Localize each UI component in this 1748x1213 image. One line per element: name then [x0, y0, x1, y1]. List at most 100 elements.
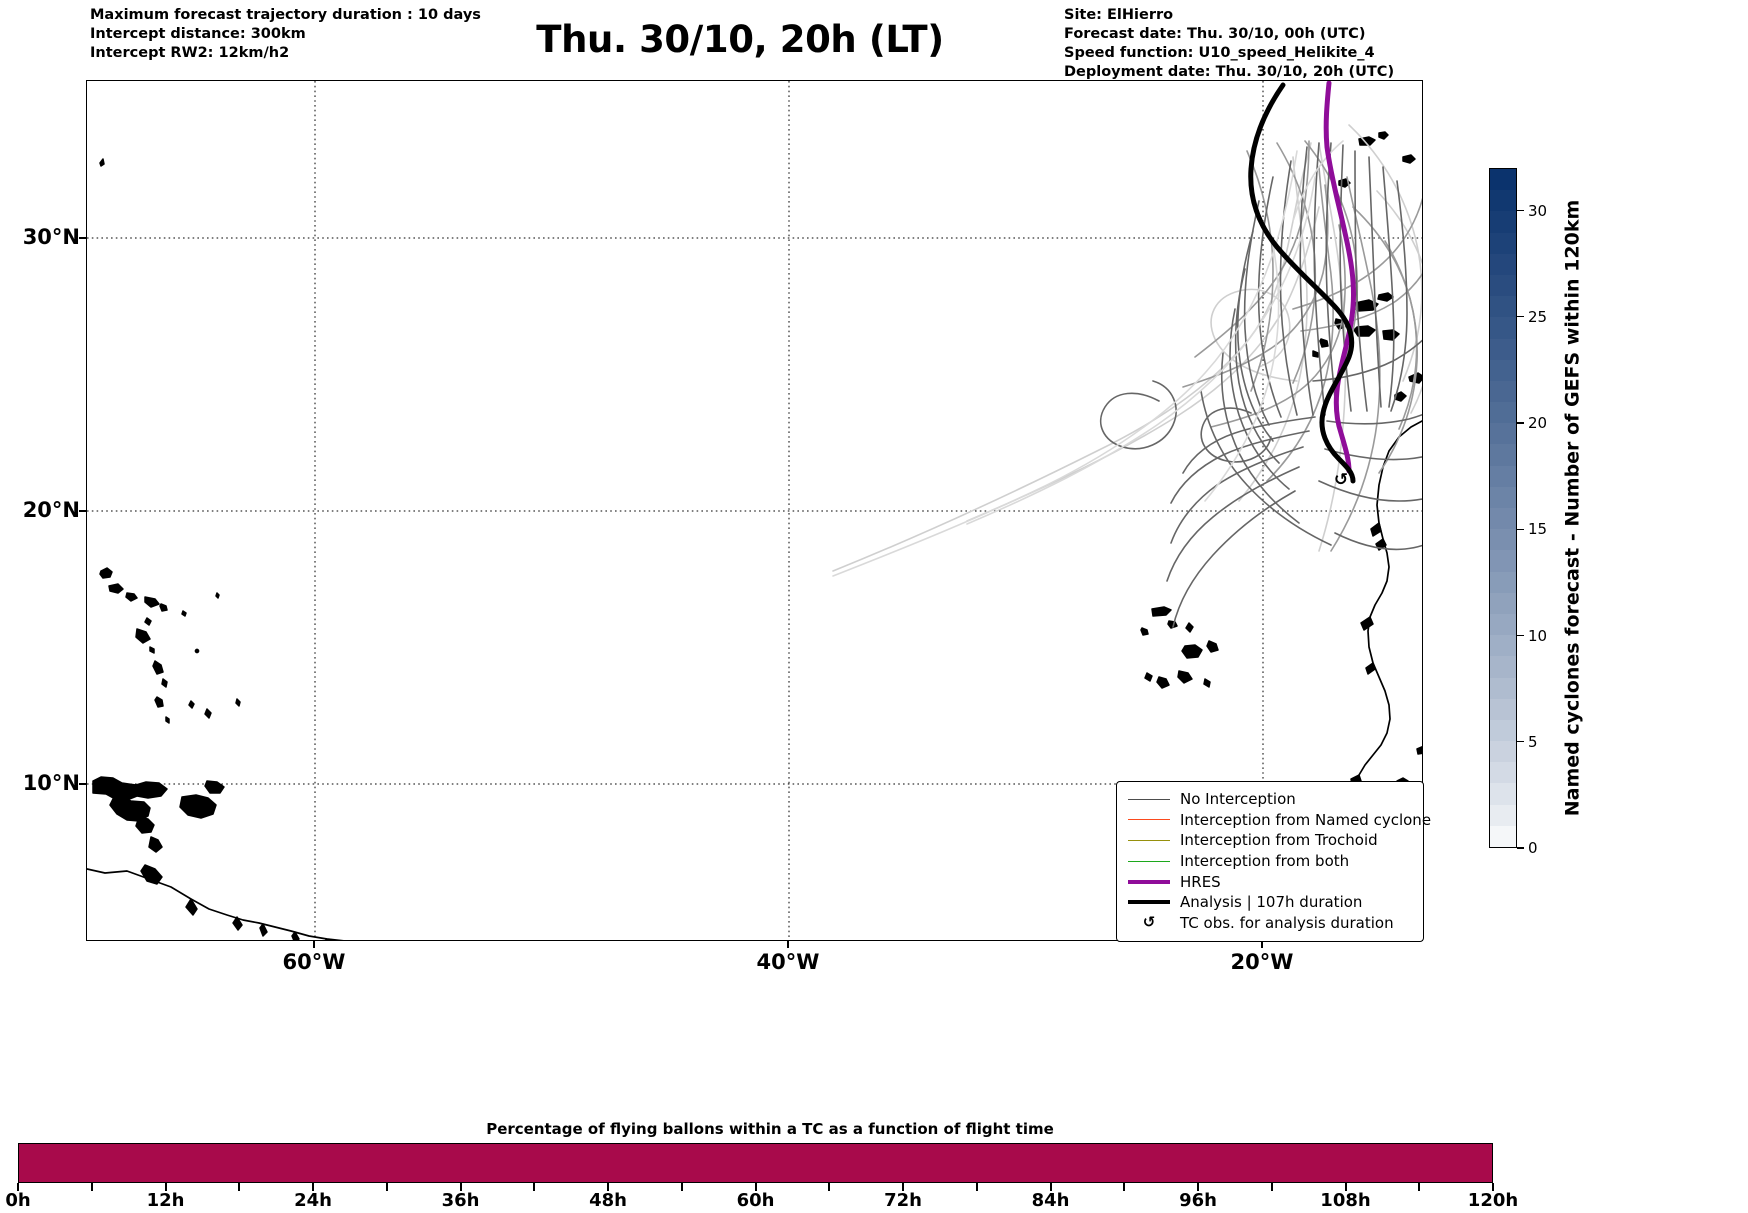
legend-label: HRES: [1180, 872, 1221, 891]
y-tick-mark: [79, 783, 86, 785]
flight-time-tick-label: 108h: [1320, 1190, 1371, 1211]
x-tick-mark: [787, 941, 789, 948]
x-tick-mark: [313, 941, 315, 948]
flight-time-tick: [90, 1183, 93, 1191]
hres-trajectory: [1323, 81, 1356, 474]
colorbar-step: [1490, 698, 1516, 720]
colorbar-step: [1490, 169, 1516, 191]
flight-time-tick-label: 84h: [1031, 1190, 1070, 1211]
colorbar-tick: [1517, 634, 1524, 637]
colorbar-step: [1490, 677, 1516, 699]
colorbar-tick-label: 0: [1528, 839, 1538, 857]
colorbar-step: [1490, 402, 1516, 424]
y-tick-label-30N: 30°N: [22, 225, 80, 249]
colorbar-tick-label: 25: [1528, 307, 1548, 326]
colorbar-tick: [1517, 209, 1524, 212]
colorbar-step: [1490, 719, 1516, 742]
colorbar-step: [1490, 444, 1516, 466]
colorbar-tick: [1517, 528, 1524, 530]
flight-time-tick: [385, 1183, 388, 1191]
flight-time-tick: [754, 1183, 757, 1191]
x-tick-label-40W: 40°W: [756, 950, 820, 974]
map-legend: No Interception Interception from Named …: [1116, 781, 1431, 943]
legend-swatch-no-interception: [1126, 798, 1172, 800]
flight-time-tick-label: 60h: [736, 1190, 775, 1211]
colorbar-step: [1490, 380, 1516, 403]
colorbar-step: [1490, 423, 1516, 445]
header-left-line-2: Intercept distance: 300km: [90, 25, 306, 42]
colorbar-step: [1490, 486, 1516, 508]
speed-function-label: Speed function: U10_speed_Helikite_4: [1064, 44, 1375, 61]
legend-label: TC obs. for analysis duration: [1180, 913, 1394, 932]
x-tick-label-60W: 60°W: [282, 950, 346, 974]
colorbar-step: [1490, 253, 1516, 275]
colorbar: 0 5 10 15 20 25 30: [1489, 168, 1547, 857]
deployment-date-label: Deployment date: Thu. 30/10, 20h (UTC): [1064, 63, 1395, 80]
flight-time-tick: [1123, 1183, 1126, 1191]
legend-item-hres[interactable]: HRES: [1126, 871, 1414, 892]
colorbar-tick: [1517, 316, 1524, 318]
colorbar-step: [1490, 592, 1516, 614]
flight-time-tick: [902, 1183, 904, 1191]
y-tick-mark: [79, 237, 86, 239]
legend-label: Interception from Named cyclone: [1180, 810, 1432, 829]
colorbar-step: [1490, 465, 1516, 487]
flight-time-tick: [607, 1183, 609, 1191]
colorbar-step: [1490, 211, 1516, 233]
colorbar-step: [1490, 825, 1516, 847]
legend-item-tc-obs[interactable]: ↺ TC obs. for analysis duration: [1126, 913, 1414, 934]
legend-item-named-cyclone[interactable]: Interception from Named cyclone: [1126, 810, 1431, 831]
bottom-bar-title: Percentage of flying ballons within a TC…: [486, 1120, 1054, 1138]
colorbar-title: Named cyclones forecast - Number of GEFS…: [1561, 199, 1584, 817]
flight-time-tick: [1197, 1183, 1199, 1191]
colorbar-step: [1490, 613, 1516, 636]
page-title: Thu. 30/10, 20h (LT): [536, 18, 944, 61]
colorbar-step: [1490, 232, 1516, 254]
flight-time-tick-label: 36h: [441, 1190, 480, 1211]
legend-swatch-trochoid: [1126, 839, 1172, 841]
svg-text:↺: ↺: [1334, 470, 1348, 490]
colorbar-step: [1490, 359, 1516, 381]
colorbar-step: [1490, 317, 1516, 339]
legend-swatch-both: [1126, 860, 1172, 862]
y-tick-label-20N: 20°N: [22, 498, 80, 522]
colorbar-step: [1490, 762, 1516, 784]
flight-time-tick: [1418, 1183, 1421, 1191]
x-tick-label-20W: 20°W: [1230, 950, 1294, 974]
flight-time-tick: [1270, 1183, 1273, 1191]
flight-time-tick: [459, 1183, 462, 1191]
legend-label: Analysis | 107h duration: [1180, 893, 1363, 912]
flight-time-tick: [312, 1183, 314, 1191]
flight-time-tick: [680, 1183, 683, 1191]
flight-time-tick-label: 24h: [294, 1190, 332, 1211]
colorbar-tick-label: 30: [1528, 201, 1548, 220]
colorbar-step: [1490, 656, 1516, 678]
y-tick-label-10N: 10°N: [22, 771, 80, 795]
flight-time-tick-label: 72h: [884, 1190, 922, 1211]
flight-time-tick: [164, 1183, 167, 1191]
colorbar-step: [1490, 571, 1516, 593]
legend-label: No Interception: [1180, 790, 1296, 809]
colorbar-step: [1490, 804, 1516, 826]
y-tick-mark: [79, 510, 86, 512]
x-tick-mark: [1261, 941, 1263, 948]
cyclone-icon: ↺: [1126, 915, 1172, 930]
flight-time-tick-label: 12h: [146, 1190, 185, 1211]
flight-time-tick: [1492, 1183, 1494, 1191]
legend-item-both[interactable]: Interception from both: [1126, 851, 1414, 872]
cyclone-glyph: ↺: [1142, 913, 1156, 932]
flight-time-tick: [533, 1183, 536, 1191]
ensemble-trajectories: [832, 124, 1422, 628]
colorbar-tick: [1517, 422, 1524, 424]
colorbar-gradient: [1489, 168, 1517, 848]
flight-time-tick: [828, 1183, 831, 1191]
legend-item-trochoid[interactable]: Interception from Trochoid: [1126, 830, 1414, 851]
flight-time-bar-fill: [19, 1144, 1492, 1182]
legend-item-no-interception[interactable]: No Interception: [1126, 789, 1414, 810]
legend-item-analysis[interactable]: Analysis | 107h duration: [1126, 892, 1414, 913]
legend-swatch-hres: [1126, 879, 1172, 884]
flight-time-tick: [238, 1183, 241, 1191]
colorbar-title-wrap: Named cyclones forecast - Number of GEFS…: [1560, 168, 1584, 848]
flight-time-tick-label: 120h: [1467, 1190, 1519, 1211]
forecast-date-label: Forecast date: Thu. 30/10, 00h (UTC): [1064, 25, 1366, 42]
